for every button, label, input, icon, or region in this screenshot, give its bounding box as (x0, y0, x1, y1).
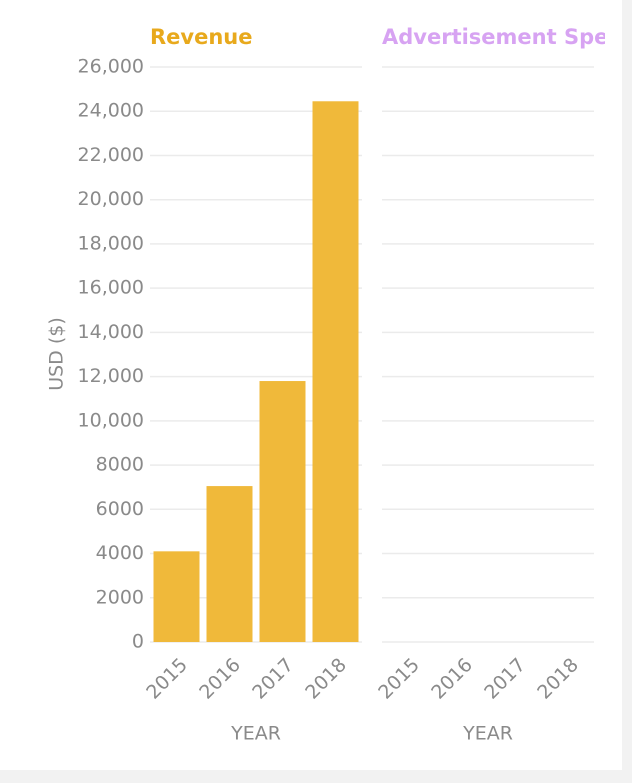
x-tick-label: 2016 (195, 654, 245, 704)
y-tick-label: 26,000 (78, 56, 144, 78)
chart-title: Advertisement Spen (382, 25, 623, 49)
y-tick-label: 12,000 (78, 365, 144, 387)
y-tick-label: 8000 (96, 454, 144, 476)
x-tick-label: 2017 (480, 654, 530, 704)
y-tick-label: 22,000 (78, 144, 144, 166)
y-tick-label: 10,000 (78, 409, 144, 431)
bar (259, 381, 306, 642)
x-tick-label: 2015 (374, 654, 424, 704)
x-tick-label: 2017 (248, 654, 298, 704)
y-axis-label: USD ($) (46, 317, 68, 391)
y-tick-label: 0 (132, 631, 144, 653)
y-tick-label: 4000 (96, 542, 144, 564)
x-tick-label: 2018 (301, 654, 351, 704)
y-tick-label: 16,000 (78, 277, 144, 299)
y-tick-label: 2000 (96, 586, 144, 608)
y-tick-label: 14,000 (78, 321, 144, 343)
x-tick-label: 2015 (142, 654, 192, 704)
x-axis-label: YEAR (462, 723, 513, 745)
y-tick-label: 20,000 (78, 188, 144, 210)
bar (206, 486, 253, 642)
y-tick-label: 18,000 (78, 232, 144, 254)
charts: Revenue 0 2000 4000 6000 8000 10,000 12,000 14,0… (46, 25, 623, 745)
y-tick-label: 24,000 (78, 100, 144, 122)
bar (153, 551, 200, 642)
chart-title: Revenue (150, 25, 253, 49)
side-strip (622, 0, 632, 783)
y-tick-label: 6000 (96, 498, 144, 520)
x-tick-label: 2016 (427, 654, 477, 704)
bar (312, 101, 359, 642)
x-axis-label: YEAR (230, 723, 281, 745)
x-tick-label: 2018 (533, 654, 583, 704)
bottom-strip (0, 770, 632, 783)
